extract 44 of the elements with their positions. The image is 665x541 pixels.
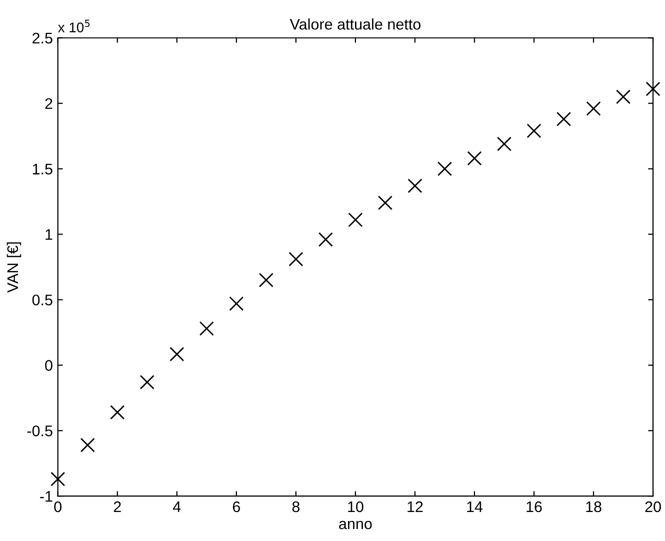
x-tick-label: 16 bbox=[526, 501, 542, 512]
x-tick-label: 20 bbox=[645, 501, 661, 512]
point bbox=[80, 438, 95, 452]
x-axis-title: anno bbox=[339, 520, 372, 530]
point bbox=[199, 321, 214, 336]
point bbox=[526, 124, 542, 138]
point bbox=[110, 405, 125, 420]
point bbox=[378, 196, 392, 210]
point bbox=[318, 232, 333, 247]
x-tick-label: 0 bbox=[54, 501, 62, 512]
y-tick-label: 1 bbox=[46, 229, 52, 240]
point bbox=[556, 112, 572, 126]
y-tick-label: 1.5 bbox=[32, 164, 52, 174]
point bbox=[229, 296, 244, 311]
y-tick-label: 0.5 bbox=[32, 294, 52, 306]
point bbox=[646, 82, 660, 96]
chart-title: Valore attuale netto bbox=[290, 18, 420, 30]
point bbox=[348, 212, 363, 228]
x-tick-label: 2 bbox=[114, 501, 121, 512]
x-tick-label: 10 bbox=[348, 501, 364, 512]
y-tick-label: -1 bbox=[40, 491, 52, 502]
y-tick-label: 2 bbox=[45, 98, 52, 109]
point bbox=[616, 90, 631, 104]
point bbox=[496, 136, 512, 152]
x-tick-label: 18 bbox=[586, 501, 602, 512]
x-tick-label: 14 bbox=[467, 502, 483, 512]
point bbox=[140, 374, 154, 390]
y-tick-label: 2.5 bbox=[32, 32, 52, 44]
point bbox=[586, 101, 601, 116]
x-tick-label: 12 bbox=[408, 501, 423, 512]
point bbox=[408, 178, 422, 194]
point bbox=[170, 346, 184, 362]
point bbox=[288, 252, 304, 266]
y-tick-label: -0.5 bbox=[27, 426, 52, 436]
x-tick-label: 6 bbox=[232, 501, 240, 512]
text: x 10$^{5}$ bbox=[58, 20, 90, 32]
y-axis-title: VAN [€] bbox=[6, 242, 22, 293]
point bbox=[50, 472, 66, 486]
point bbox=[258, 272, 274, 288]
y-tick-label: 0 bbox=[45, 360, 52, 371]
x-tick-label: 8 bbox=[292, 501, 300, 512]
point bbox=[437, 162, 452, 176]
x-tick-label: 4 bbox=[172, 502, 181, 512]
point bbox=[467, 151, 482, 166]
